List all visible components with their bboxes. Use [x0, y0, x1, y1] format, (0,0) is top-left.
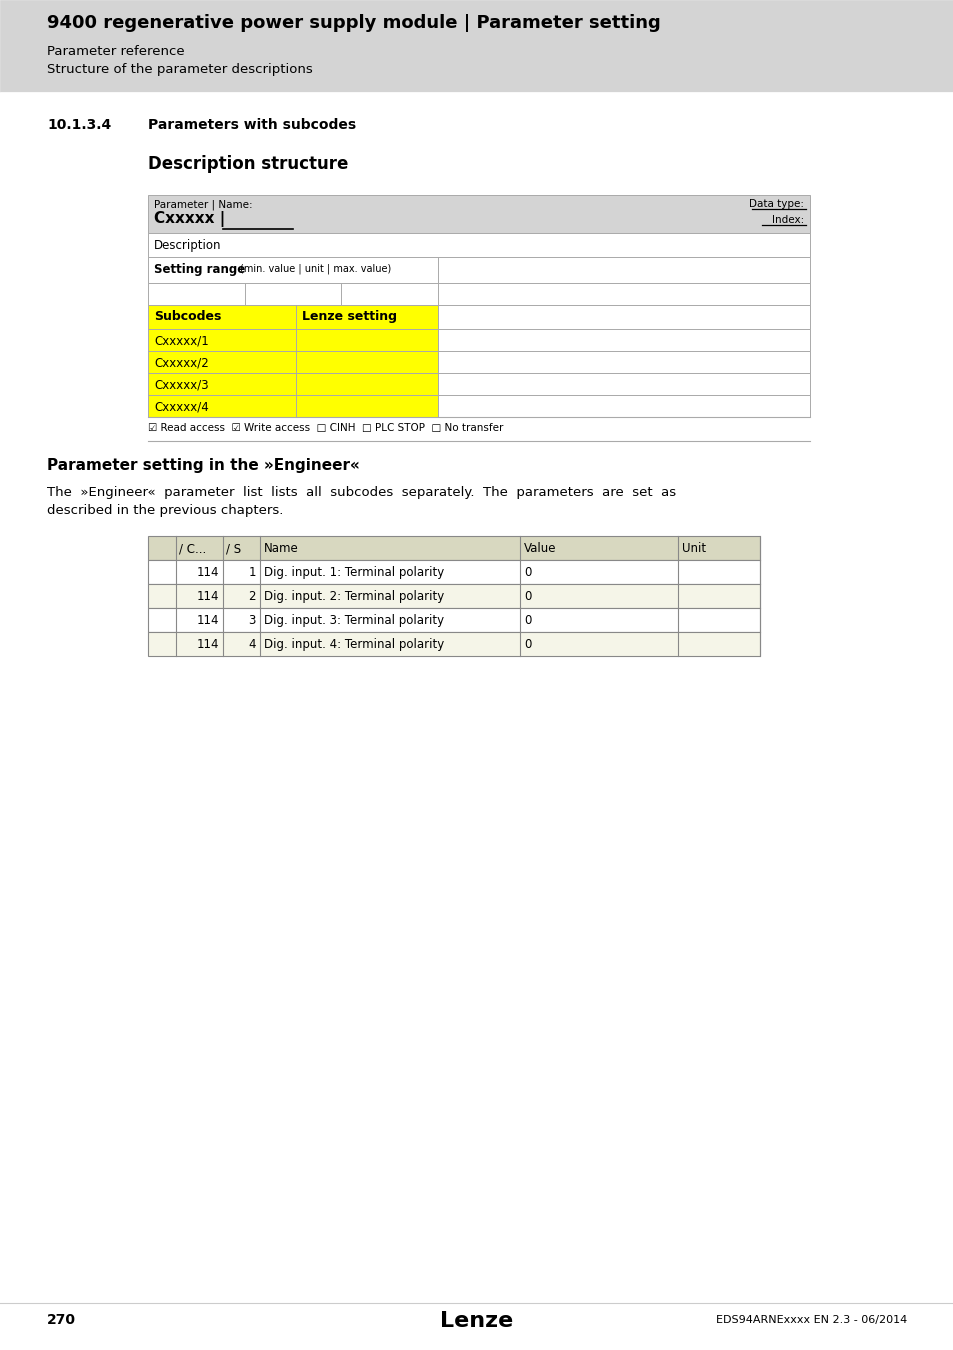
Text: Cxxxxx/3: Cxxxxx/3 [153, 378, 209, 392]
Text: 0: 0 [523, 614, 531, 626]
Bar [148, 396, 437, 417]
Text: described in the previous chapters.: described in the previous chapters. [47, 504, 283, 517]
Text: Unit: Unit [681, 541, 705, 555]
Text: / S: / S [226, 541, 241, 555]
Text: Dig. input. 4: Terminal polarity: Dig. input. 4: Terminal polarity [264, 639, 444, 651]
Text: Setting range: Setting range [153, 263, 245, 275]
Bar [148, 585, 760, 608]
Text: Cxxxxx/4: Cxxxxx/4 [153, 400, 209, 413]
Text: 9400 regenerative power supply module | Parameter setting: 9400 regenerative power supply module | … [47, 14, 660, 32]
Bar [437, 373, 809, 396]
Text: Cxxxxx/1: Cxxxxx/1 [153, 333, 209, 347]
Bar [437, 305, 809, 329]
Text: Structure of the parameter descriptions: Structure of the parameter descriptions [47, 63, 313, 76]
Bar [148, 234, 809, 256]
Text: Description structure: Description structure [148, 155, 348, 173]
Text: 4: 4 [248, 639, 255, 651]
Text: 1: 1 [248, 566, 255, 579]
Bar [148, 373, 437, 396]
Text: Cxxxxx/2: Cxxxxx/2 [153, 356, 209, 369]
Text: Lenze: Lenze [440, 1311, 513, 1331]
Text: Data type:: Data type: [748, 198, 803, 209]
Text: 270: 270 [47, 1314, 76, 1327]
Text: (min. value | unit | max. value): (min. value | unit | max. value) [240, 265, 391, 274]
Bar [148, 329, 437, 351]
Text: Dig. input. 1: Terminal polarity: Dig. input. 1: Terminal polarity [264, 566, 444, 579]
Text: Parameters with subcodes: Parameters with subcodes [148, 117, 355, 132]
Bar [148, 194, 809, 234]
Text: 2: 2 [248, 590, 255, 603]
Bar [148, 284, 809, 305]
Text: 114: 114 [196, 639, 219, 651]
Text: The  »Engineer«  parameter  list  lists  all  subcodes  separately.  The  parame: The »Engineer« parameter list lists all … [47, 486, 676, 500]
Text: Value: Value [523, 541, 556, 555]
Text: 114: 114 [196, 590, 219, 603]
Bar [148, 351, 437, 373]
Text: 0: 0 [523, 590, 531, 603]
Text: 114: 114 [196, 614, 219, 626]
Text: Name: Name [264, 541, 298, 555]
Text: Dig. input. 3: Terminal polarity: Dig. input. 3: Terminal polarity [264, 614, 444, 626]
Bar [437, 351, 809, 373]
Bar [148, 256, 809, 284]
Bar [0, 0, 953, 92]
Text: Cxxxxx |: Cxxxxx | [153, 211, 225, 227]
Text: Subcodes: Subcodes [153, 310, 221, 323]
Text: 0: 0 [523, 566, 531, 579]
Text: 114: 114 [196, 566, 219, 579]
Text: ☑ Read access  ☑ Write access  □ CINH  □ PLC STOP  □ No transfer: ☑ Read access ☑ Write access □ CINH □ PL… [148, 423, 503, 433]
Text: Parameter setting in the »Engineer«: Parameter setting in the »Engineer« [47, 458, 359, 472]
Text: 0: 0 [523, 639, 531, 651]
Bar [148, 632, 760, 656]
Bar [148, 608, 760, 632]
Bar [148, 560, 760, 585]
Bar [148, 536, 760, 560]
Bar [148, 305, 437, 329]
Text: Parameter | Name:: Parameter | Name: [153, 198, 253, 209]
Text: / C...: / C... [179, 541, 206, 555]
Bar [437, 329, 809, 351]
Text: Index:: Index: [771, 215, 803, 225]
Text: EDS94ARNExxxx EN 2.3 - 06/2014: EDS94ARNExxxx EN 2.3 - 06/2014 [715, 1315, 906, 1324]
Text: 3: 3 [249, 614, 255, 626]
Text: Parameter reference: Parameter reference [47, 45, 185, 58]
Text: Dig. input. 2: Terminal polarity: Dig. input. 2: Terminal polarity [264, 590, 444, 603]
Bar [437, 396, 809, 417]
Text: Lenze setting: Lenze setting [302, 310, 396, 323]
Text: 10.1.3.4: 10.1.3.4 [47, 117, 112, 132]
Text: Description: Description [153, 239, 221, 252]
